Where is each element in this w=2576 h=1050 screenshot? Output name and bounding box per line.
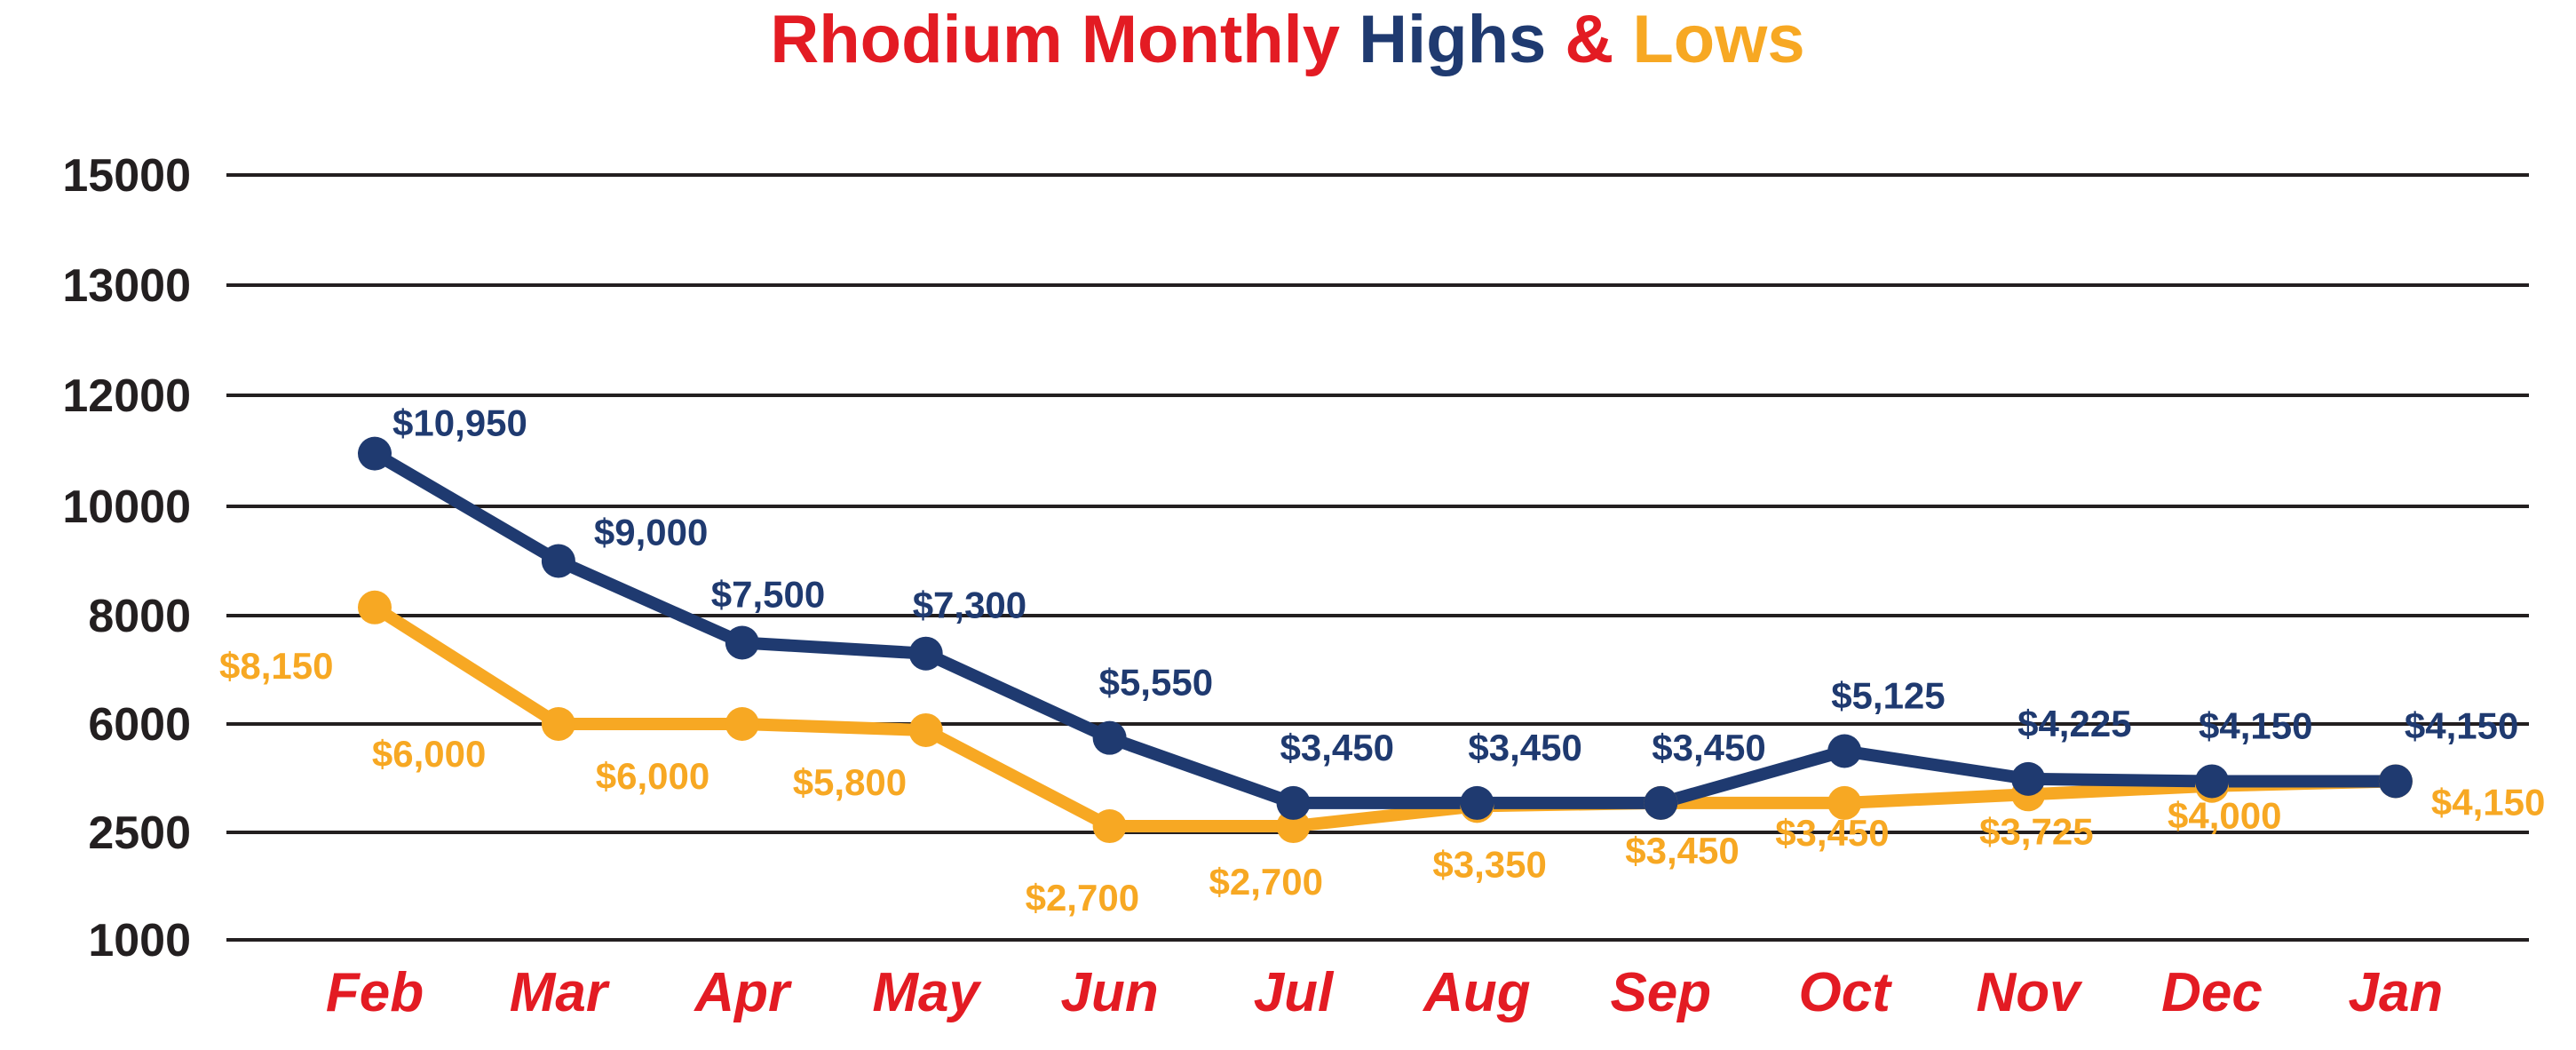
data-point <box>1092 809 1127 844</box>
x-tick-label: Nov <box>1977 962 2084 1023</box>
data-point <box>908 712 943 747</box>
x-tick-label: Apr <box>693 962 792 1023</box>
x-tick-label: Feb <box>326 962 424 1023</box>
series-line <box>369 601 2402 833</box>
x-tick-label: Dec <box>2161 962 2263 1023</box>
data-point <box>1827 734 1862 768</box>
data-point <box>725 707 759 741</box>
data-point <box>1644 785 1678 820</box>
data-labels: $10,950 $9,000$7,500 $7,300 $5,550 $3,450 $3,… <box>219 402 2545 919</box>
data-point <box>2378 764 2413 799</box>
x-axis: Feb Mar Apr May Jun Jul Aug Sep Oct Nov Dec Jan <box>326 962 2443 1023</box>
data-label: $5,550 <box>1099 662 1213 704</box>
x-tick-label: Jan <box>2348 962 2443 1023</box>
x-tick-label: Jul <box>1254 962 1335 1023</box>
data-point <box>2011 761 2046 796</box>
data-label: $4,150 <box>2199 704 2312 746</box>
data-label: $4,225 <box>2017 703 2131 744</box>
data-label: $4,000 <box>2168 795 2281 837</box>
data-label: $7,300 <box>913 585 1026 626</box>
data-label: $4,150 <box>2431 781 2545 823</box>
y-tick-label: 8000 <box>88 591 191 642</box>
data-label: $7,500 <box>711 574 825 616</box>
x-tick-label: Sep <box>1610 962 1711 1023</box>
data-point <box>541 544 575 578</box>
x-tick-label: Jun <box>1060 962 1158 1023</box>
data-label: $6,000 <box>372 733 486 775</box>
data-label: $10,950 <box>392 402 527 444</box>
x-tick-label: Mar <box>510 962 610 1023</box>
y-tick-label: 6000 <box>88 699 191 751</box>
data-point <box>1276 809 1311 844</box>
x-tick-label: Oct <box>1799 962 1893 1023</box>
y-axis: 15000 13000 12000 10000 8000 6000 2500 1000 <box>62 150 191 966</box>
series-lines <box>369 447 2402 833</box>
data-label: $3,450 <box>1280 727 1394 768</box>
y-tick-label: 1000 <box>88 915 191 966</box>
data-point <box>541 707 575 741</box>
data-point <box>1460 785 1494 820</box>
data-label: $4,150 <box>2405 704 2518 746</box>
data-point <box>358 436 392 471</box>
data-point <box>1092 720 1127 755</box>
data-label: $3,450 <box>1468 727 1581 768</box>
data-label: $3,450 <box>1625 830 1739 871</box>
title-part: Lows <box>1613 2 1804 77</box>
data-label: $2,700 <box>1026 877 1139 919</box>
data-point <box>2195 764 2229 799</box>
y-tick-label: 2500 <box>88 807 191 859</box>
data-label: $5,125 <box>1831 675 1945 717</box>
x-tick-label: May <box>872 962 982 1023</box>
title-part: Highs <box>1340 2 1546 77</box>
chart-title: Rhodium Monthly Highs & Lows <box>770 2 1804 77</box>
series-line <box>369 447 2402 809</box>
y-tick-label: 13000 <box>62 260 191 312</box>
data-point <box>908 636 943 671</box>
data-label: $6,000 <box>596 755 709 797</box>
data-label: $3,350 <box>1432 843 1546 885</box>
data-point <box>358 590 392 624</box>
data-label: $2,700 <box>1209 861 1323 903</box>
series-points <box>358 436 2413 844</box>
y-tick-label: 12000 <box>62 370 191 422</box>
data-label: $8,150 <box>219 645 333 687</box>
x-tick-label: Aug <box>1422 962 1531 1023</box>
data-point <box>725 625 759 660</box>
title-part: & <box>1546 2 1613 77</box>
data-point <box>1827 785 1862 820</box>
data-label: $3,450 <box>1775 812 1889 854</box>
data-label: $3,725 <box>1979 810 2093 852</box>
y-tick-label: 15000 <box>62 150 191 202</box>
y-tick-label: 10000 <box>62 481 191 533</box>
data-point <box>1276 785 1311 820</box>
data-label: $9,000 <box>594 512 708 553</box>
data-label: $3,450 <box>1652 727 1765 768</box>
data-label: $5,800 <box>793 761 907 803</box>
title-part: Rhodium Monthly <box>770 2 1340 77</box>
